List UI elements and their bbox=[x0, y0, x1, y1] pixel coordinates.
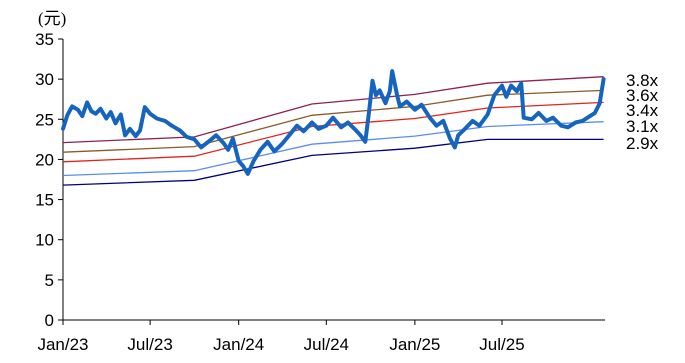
band-label-3.8x: 3.8x bbox=[626, 71, 659, 90]
y-axis: 0 5 10 15 20 25 30 35 bbox=[35, 30, 64, 330]
band-label-3.4x: 3.4x bbox=[626, 101, 659, 120]
y-tick-label: 5 bbox=[45, 271, 54, 290]
x-tick-label: Jan/25 bbox=[389, 335, 440, 354]
band-line-3.8x bbox=[62, 76, 604, 144]
y-tick-label: 15 bbox=[35, 191, 54, 210]
y-axis-unit-label: (元) bbox=[38, 9, 66, 28]
band-line-2.9x bbox=[62, 138, 604, 186]
band-label-3.1x: 3.1x bbox=[626, 117, 659, 136]
y-tick-label: 20 bbox=[35, 150, 54, 169]
x-tick-label: Jul/23 bbox=[127, 335, 172, 354]
y-tick-label: 10 bbox=[35, 231, 54, 250]
y-tick-label: 30 bbox=[35, 70, 54, 89]
y-tick-label: 25 bbox=[35, 110, 54, 129]
band-line-3.4x bbox=[62, 101, 604, 163]
band-label-3.6x: 3.6x bbox=[626, 86, 659, 105]
x-tick-label: Jul/25 bbox=[479, 335, 524, 354]
y-tick-label: 0 bbox=[45, 311, 54, 330]
x-tick-label: Jan/23 bbox=[37, 335, 88, 354]
x-tick-label: Jul/24 bbox=[304, 335, 349, 354]
x-tick-label: Jan/24 bbox=[213, 335, 264, 354]
x-axis: Jan/23 Jul/23 Jan/24 Jul/24 Jan/25 Jul/25 bbox=[37, 319, 605, 354]
price-series bbox=[61, 69, 606, 176]
band-labels: 3.8x3.6x3.4x3.1x2.9x bbox=[626, 71, 659, 153]
y-tick-label: 35 bbox=[35, 30, 54, 49]
price-line bbox=[61, 69, 606, 176]
band-label-2.9x: 2.9x bbox=[626, 134, 659, 153]
